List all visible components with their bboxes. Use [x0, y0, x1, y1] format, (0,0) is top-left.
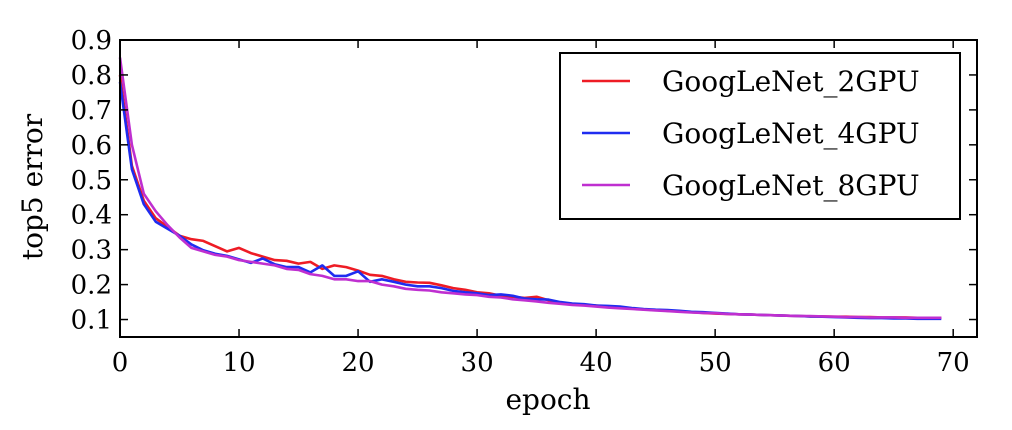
legend-label: GoogLeNet_4GPU	[662, 117, 920, 150]
series-line-3	[118, 57, 942, 320]
x-tick-label: 30	[461, 348, 494, 378]
x-tick-label: 20	[342, 348, 375, 378]
x-tick-label: 0	[112, 348, 129, 378]
y-tick-label: 0.8	[71, 61, 112, 91]
plot-frame	[119, 39, 978, 338]
x-tick-label: 10	[222, 348, 255, 378]
y-tick-label: 0.5	[71, 166, 112, 196]
x-axis-label: epoch	[505, 383, 590, 416]
x-tick-label: 70	[937, 348, 970, 378]
y-tick-label: 0.7	[71, 96, 112, 126]
y-tick-label: 0.9	[71, 26, 112, 56]
y-axis-label: top5 error	[16, 113, 49, 260]
x-tick-label: 60	[818, 348, 851, 378]
y-tick-label: 0.3	[71, 236, 112, 266]
y-tick-label: 0.1	[71, 306, 112, 336]
x-tick-label: 50	[699, 348, 732, 378]
series-layer	[118, 57, 942, 321]
legend: GoogLeNet_2GPU GoogLeNet_4GPU GoogLeNet_8G…	[559, 52, 961, 220]
y-tick-label: 0.6	[71, 131, 112, 161]
axes-layer: 0 10 20 30 40 50 60 70 0.1 0.2 0.3 0.4 0.5 0.6 0.7 0.8 0…	[71, 26, 978, 378]
x-tick-label: 40	[580, 348, 613, 378]
legend-label: GoogLeNet_8GPU	[662, 169, 920, 202]
y-tick-label: 0.4	[71, 201, 112, 231]
legend-label: GoogLeNet_2GPU	[662, 65, 920, 98]
y-tick-label: 0.2	[71, 271, 112, 301]
